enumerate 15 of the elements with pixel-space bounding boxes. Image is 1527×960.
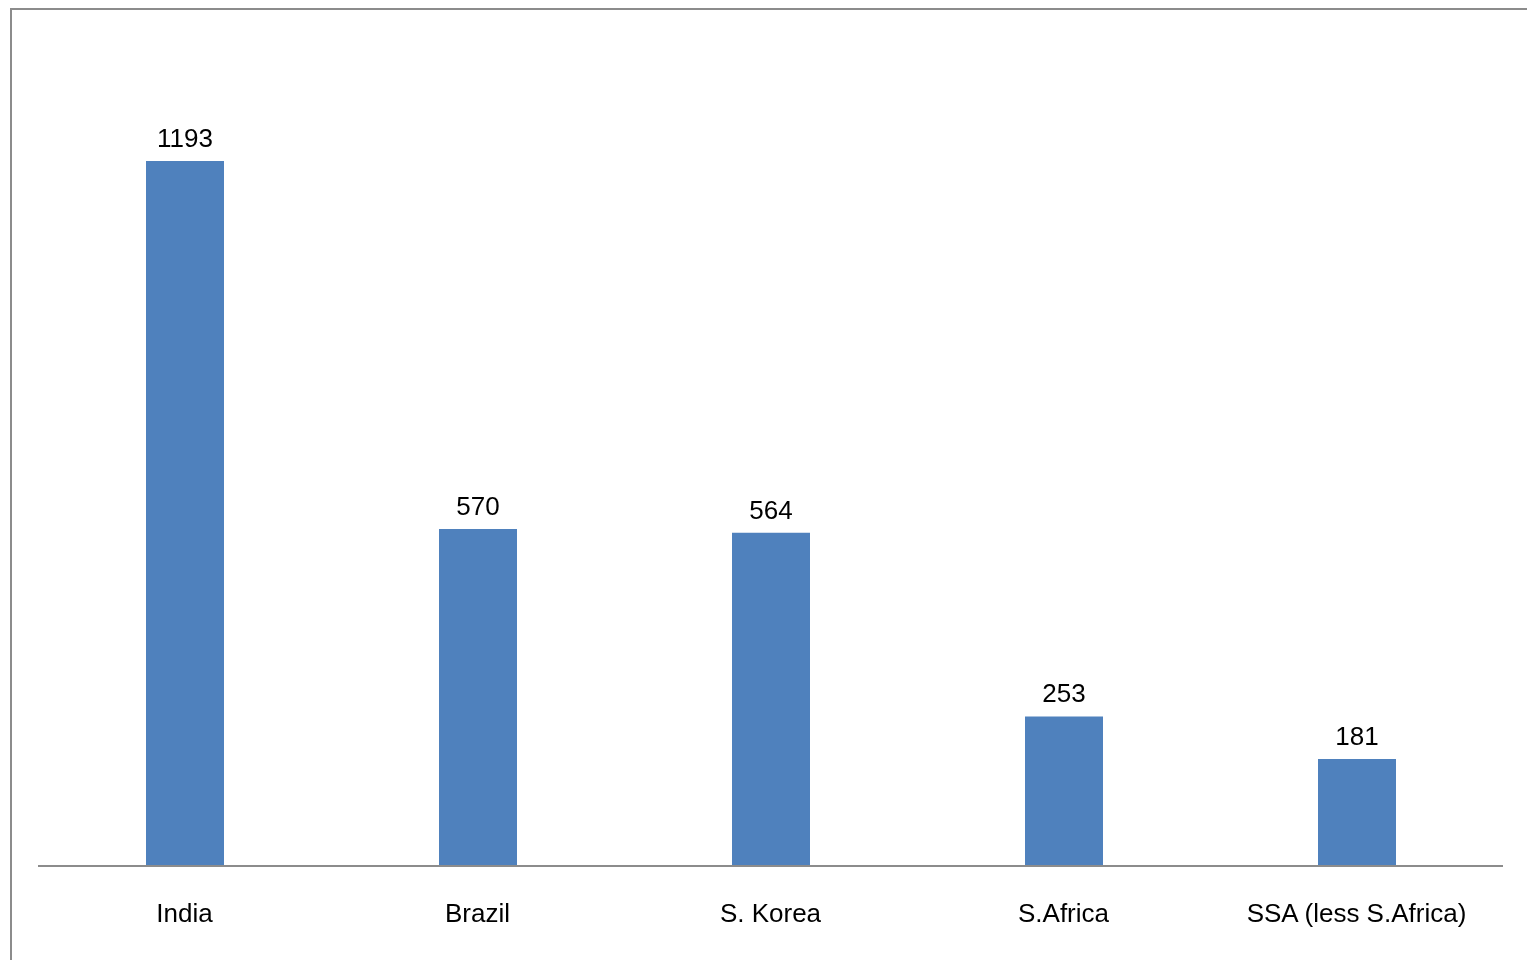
- x-tick-label: SSA (less S.Africa): [1246, 898, 1467, 929]
- x-tick-label: Brazil: [444, 898, 511, 929]
- bar: [732, 532, 810, 866]
- data-label: 181: [1335, 721, 1379, 752]
- data-label: 253: [1042, 678, 1086, 709]
- x-tick-label: India: [156, 898, 214, 929]
- data-label: 570: [456, 491, 500, 522]
- bar: [146, 160, 224, 866]
- bar: [439, 529, 517, 866]
- x-tick-label: S.Africa: [1017, 898, 1110, 929]
- bar: [1025, 716, 1103, 866]
- data-label: 564: [749, 494, 793, 525]
- bar: [1318, 759, 1396, 866]
- x-tick-label: S. Korea: [719, 898, 822, 929]
- data-label: 1193: [157, 122, 213, 153]
